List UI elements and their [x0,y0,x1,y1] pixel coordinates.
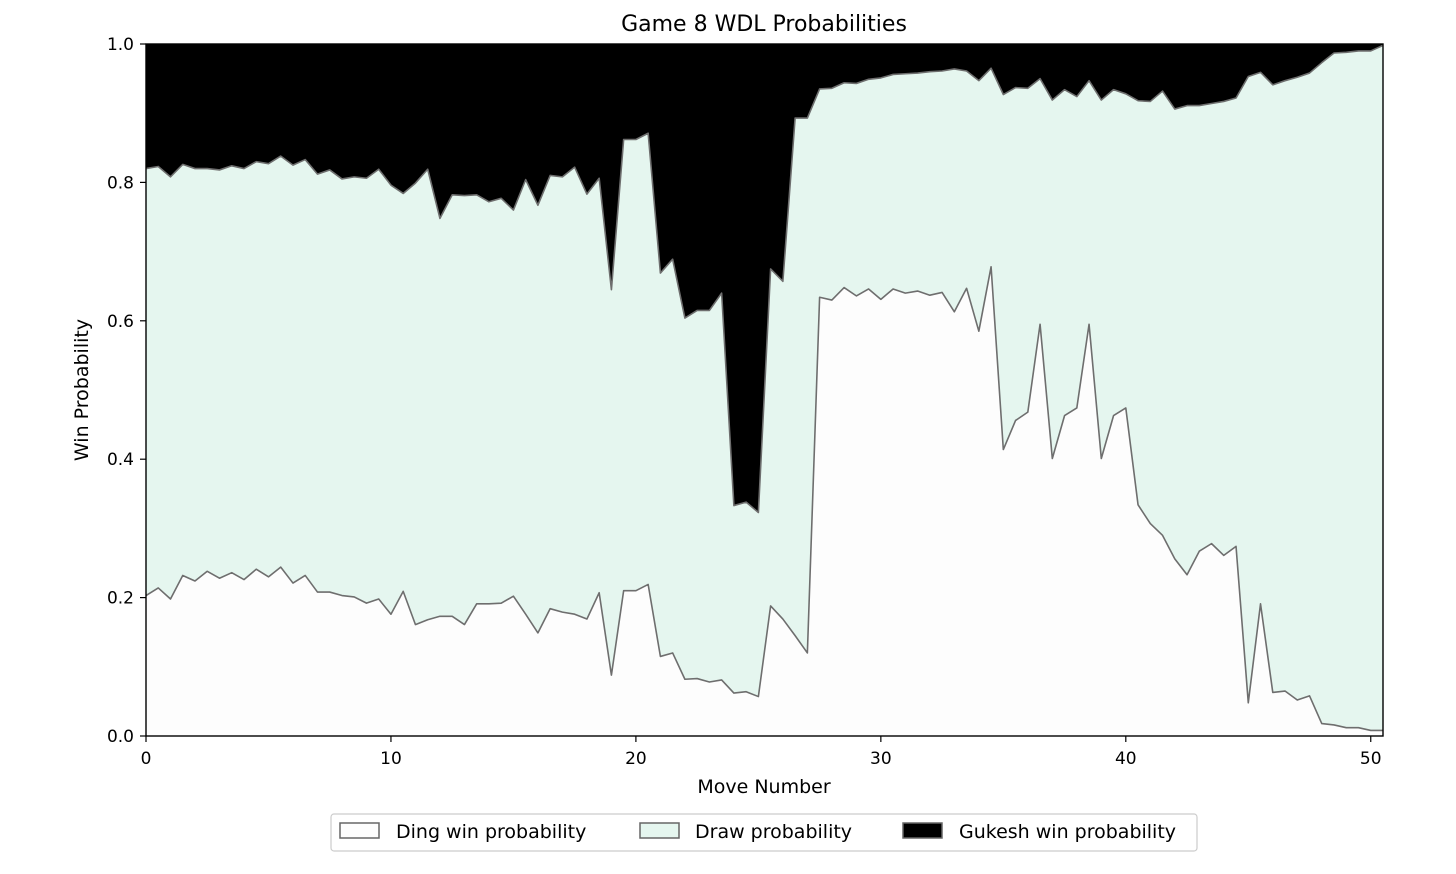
area-draw [146,45,1383,731]
plot-lines [145,44,1384,732]
x-tick-label: 0 [141,749,152,769]
x-axis: 0 10 20 30 40 50 [141,736,1382,769]
y-axis: 0.0 0.2 0.4 0.6 0.8 1.0 [107,35,146,747]
y-tick-label: 0.0 [107,727,134,747]
x-tick-label: 10 [380,749,402,769]
legend: Ding win probability Draw probability Gu… [330,813,1198,852]
y-tick-label: 0.6 [107,312,134,332]
legend-swatch-draw [639,822,680,839]
x-tick-label: 50 [1360,749,1382,769]
legend-frame [330,813,1198,852]
legend-label-gukesh: Gukesh win probability [959,821,1176,843]
chart-title: Game 8 WDL Probabilities [621,12,907,37]
legend-label-ding: Ding win probability [396,821,586,843]
x-tick-label: 40 [1115,749,1137,769]
legend-swatch-ding [339,822,380,839]
boundary-line-draw [145,44,1384,514]
y-tick-label: 0.2 [107,589,134,609]
boundary-line-ding [145,266,1383,732]
y-tick-label: 1.0 [107,35,134,55]
y-tick-label: 0.4 [107,450,134,470]
x-tick-label: 20 [625,749,647,769]
x-tick-label: 30 [870,749,892,769]
y-tick-label: 0.8 [107,173,134,193]
y-axis-label: Win Probability [71,319,93,461]
legend-swatch-gukesh [902,822,943,839]
legend-label-draw: Draw probability [695,821,852,843]
x-axis-label: Move Number [697,776,831,798]
area-gukesh [146,44,1383,513]
plot-frame [145,43,1384,737]
